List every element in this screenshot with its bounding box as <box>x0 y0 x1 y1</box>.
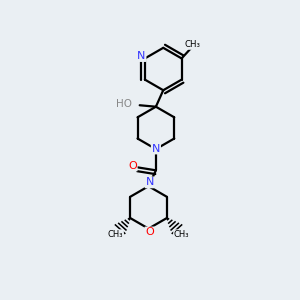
Text: CH₃: CH₃ <box>108 230 123 239</box>
Text: HO: HO <box>116 99 132 109</box>
Text: CH₃: CH₃ <box>184 40 200 49</box>
Text: N: N <box>152 143 160 154</box>
Text: O: O <box>128 160 137 171</box>
Text: N: N <box>137 51 146 61</box>
Text: CH₃: CH₃ <box>174 230 189 239</box>
Text: O: O <box>145 227 154 237</box>
Text: N: N <box>146 177 154 188</box>
